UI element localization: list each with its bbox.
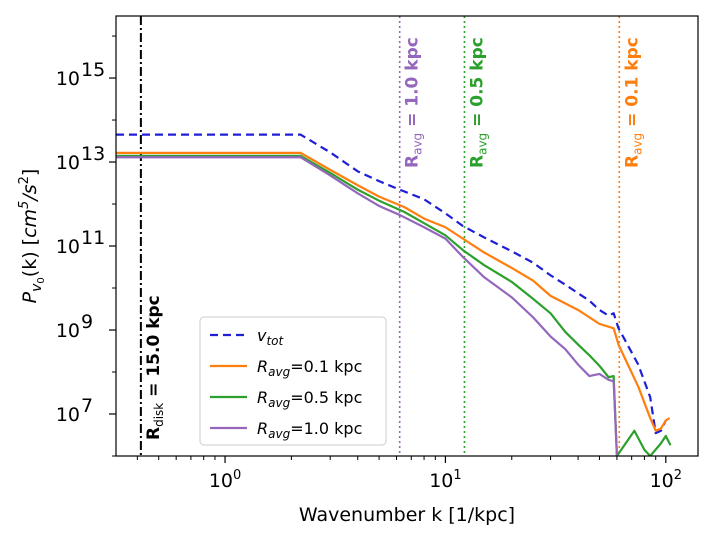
y-tick-label: 10 [56, 68, 80, 90]
y-label-sup1: 5 [17, 201, 32, 209]
y-tick-label: 10 [56, 320, 80, 342]
legend-label-vtot: vtot [257, 326, 285, 348]
vline-label-sub: disk [152, 403, 166, 427]
legend-label-sub: avg [268, 365, 290, 379]
plot-area [116, 16, 672, 456]
legend-label-sub: avg [268, 396, 290, 410]
y-label-sup2: 2 [17, 176, 32, 184]
legend-label-main: v [257, 326, 267, 345]
y-tick-exp: 15 [81, 59, 105, 81]
vline-label-main: R [467, 155, 487, 168]
vline-label-rdisk: Rdisk = 15.0 kpc [144, 295, 166, 440]
series-ravg01 [116, 151, 671, 432]
y-label-arg: (k) [ [19, 238, 41, 277]
y-label-close: ] [19, 169, 41, 176]
legend-label-main: R [257, 388, 268, 407]
legend-label-rest: =1.0 kpc [290, 419, 362, 438]
y-tick-label: 10 [56, 152, 80, 174]
series-ravg10 [116, 156, 619, 456]
legend-label-rest: =0.5 kpc [290, 388, 362, 407]
y-tick-base: 10 [56, 152, 80, 174]
series-ravg05 [116, 154, 672, 456]
y-tick-exp: 13 [81, 143, 105, 165]
axis-labels: Wavenumber k [1/kpc]Pv0(k) [cm5/s2] [17, 169, 515, 526]
legend-label-main: R [257, 419, 268, 438]
y-axis-label: Pv0(k) [cm5/s2] [17, 169, 47, 304]
y-tick-label: 10 [56, 236, 80, 258]
x-tick-label: 101 [429, 468, 461, 492]
vline-label-rest: = 15.0 kpc [144, 295, 164, 403]
legend-label-ravg10: Ravg=1.0 kpc [257, 419, 362, 441]
x-axis-label: Wavenumber k [1/kpc] [299, 504, 515, 526]
vline-label-main: R [622, 155, 642, 168]
y-tick-base: 10 [56, 320, 80, 342]
legend-label-ravg05: Ravg=0.5 kpc [257, 388, 362, 410]
vline-label-rest: = 0.5 kpc [467, 37, 487, 133]
x-tick-label: 100 [209, 468, 241, 492]
y-label-unit: cm [19, 209, 41, 238]
x-tick-base: 10 [650, 470, 674, 492]
x-tick-label: 102 [650, 468, 682, 492]
x-tick-base: 10 [429, 470, 453, 492]
x-tick-base: 10 [209, 470, 233, 492]
vline-label-rest: = 1.0 kpc [403, 37, 423, 133]
y-label-subsub: 0 [36, 277, 47, 283]
x-tick-exp: 0 [233, 468, 241, 483]
y-tick-exp: 9 [81, 311, 93, 333]
y-tick-exp: 7 [81, 395, 93, 417]
series-vtot [116, 133, 667, 435]
y-label-slash: /s [19, 184, 41, 202]
y-label-sub: v [29, 283, 45, 292]
vline-label-r05: Ravg = 0.5 kpc [467, 37, 489, 168]
vline-label-main: R [144, 427, 164, 440]
vline-label-sub: avg [475, 133, 489, 155]
axes-frame [115, 15, 699, 457]
vline-label-rest: = 0.1 kpc [622, 37, 642, 133]
y-tick-base: 10 [56, 68, 80, 90]
legend-label-sub: tot [266, 334, 284, 348]
vline-label-r10: Ravg = 1.0 kpc [403, 37, 425, 168]
y-tick-base: 10 [56, 236, 80, 258]
y-tick-exp: 11 [81, 227, 105, 249]
legend-box [199, 316, 387, 446]
vline-label-main: R [403, 155, 423, 168]
y-tick-label: 10 [56, 404, 80, 426]
vline-label-sub: avg [630, 133, 644, 155]
legend-label-main: R [257, 357, 268, 376]
vline-label-r01: Ravg = 0.1 kpc [622, 37, 644, 168]
y-tick-base: 10 [56, 404, 80, 426]
vline-label-sub: avg [411, 133, 425, 155]
legend-label-sub: avg [268, 427, 290, 441]
x-tick-exp: 2 [674, 468, 682, 483]
legend-label-rest: =0.1 kpc [290, 357, 362, 376]
y-label-p: P [19, 291, 41, 303]
legend-label-ravg01: Ravg=0.1 kpc [257, 357, 362, 379]
x-tick-exp: 1 [453, 468, 461, 483]
